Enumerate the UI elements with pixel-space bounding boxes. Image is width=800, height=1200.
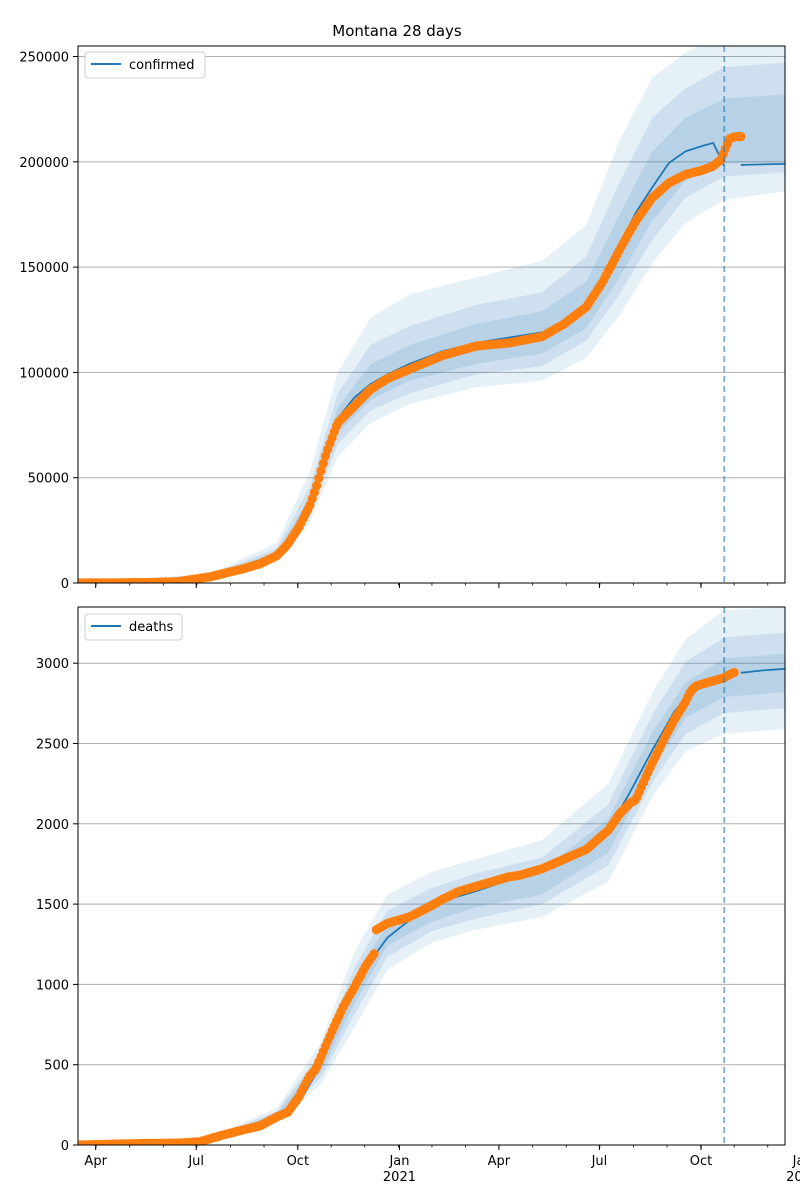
x-tick-label: Apr: [84, 1154, 107, 1169]
plot-area: [78, 607, 785, 1145]
y-tick-label: 100000: [19, 366, 69, 381]
y-tick-label: 3000: [36, 657, 69, 672]
x-tick-label: Jul: [187, 1154, 204, 1169]
x-tick-label: Jan: [388, 1154, 409, 1169]
x-tick-label: Oct: [690, 1154, 712, 1169]
y-tick-label: 2000: [36, 818, 69, 833]
observed-point: [736, 132, 746, 142]
y-tick-label: 200000: [19, 156, 69, 171]
uncertainty-band-2: [78, 94, 785, 583]
uncertainty-band-2: [78, 653, 785, 1145]
model-forecast-line: [740, 667, 785, 674]
x-tick-label: Jan: [792, 1154, 800, 1169]
plot-area: [78, 46, 785, 583]
y-tick-label: 0: [61, 1139, 69, 1154]
y-tick-label: 250000: [19, 51, 69, 66]
axes-frame: [77, 606, 786, 1146]
legend-label-confirmed: confirmed: [129, 58, 195, 73]
uncertainty-band-0: [78, 607, 785, 1145]
uncertainty-band-0: [78, 46, 785, 583]
confirmed-legend: confirmed: [84, 51, 206, 79]
x-tick-label: Oct: [287, 1154, 309, 1169]
uncertainty-band-1: [78, 632, 785, 1145]
chart-title: Montana 28 days: [332, 22, 462, 40]
y-tick-label: 1500: [36, 898, 69, 913]
model-forecast-line: [740, 163, 785, 166]
x-tick-year-label: 2022: [786, 1170, 800, 1185]
y-tick-label: 150000: [19, 261, 69, 276]
legend-box: [84, 51, 206, 79]
observed-point: [729, 667, 739, 678]
uncertainty-band-1: [78, 62, 785, 583]
observed-point: [312, 481, 322, 491]
y-tick-label: 1000: [36, 978, 69, 993]
observed-point: [316, 466, 326, 476]
legend-box: [84, 613, 183, 641]
legend-label-deaths: deaths: [129, 620, 174, 635]
y-tick-label: 50000: [28, 472, 69, 487]
y-tick-label: 0: [61, 577, 69, 592]
y-tick-label: 2500: [36, 738, 69, 753]
axes-frame: [77, 45, 786, 584]
y-tick-label: 500: [44, 1059, 69, 1074]
observed-point: [318, 458, 328, 469]
x-tick-label: Apr: [488, 1154, 511, 1169]
observed-point: [314, 473, 324, 483]
x-tick-year-label: 2021: [383, 1170, 416, 1185]
confirmed-panel: 0 50000 100000 150000 200000 250000: [19, 45, 786, 592]
deaths-legend: deaths: [84, 613, 183, 641]
observed-point: [369, 949, 379, 959]
x-tick-label: Jul: [591, 1154, 608, 1169]
